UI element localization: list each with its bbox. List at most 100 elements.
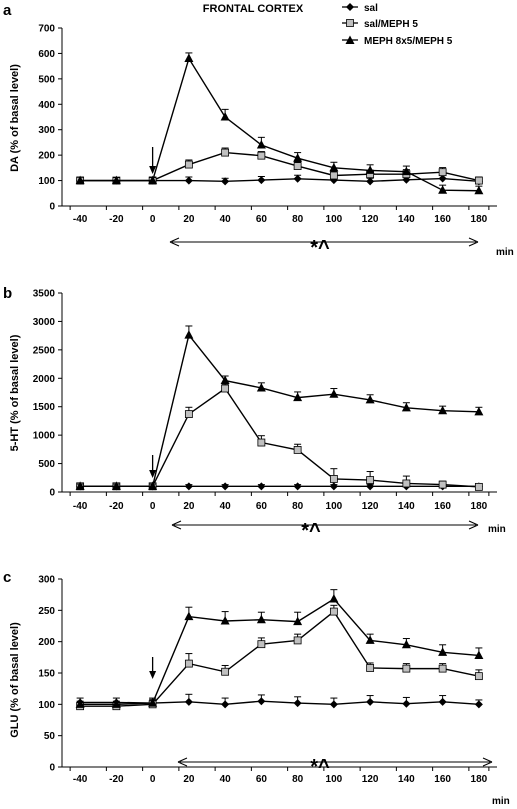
- data-point: [256, 614, 266, 624]
- data-point: [474, 185, 484, 195]
- x-tick-label: 0: [150, 501, 156, 512]
- data-point: [474, 700, 483, 709]
- y-tick-label: 0: [49, 488, 55, 499]
- legend-label-sal: sal: [364, 3, 378, 14]
- data-point: [293, 636, 302, 645]
- legend-marker-sal: [346, 3, 354, 11]
- data-point: [365, 635, 375, 644]
- data-point: [221, 148, 230, 157]
- significance-annotation-b: *^: [301, 520, 321, 542]
- x-tick-label: -40: [73, 214, 88, 225]
- x-tick-label: 160: [434, 774, 451, 785]
- data-point: [293, 699, 302, 708]
- x-tick-label: 20: [183, 501, 195, 512]
- data-point: [184, 330, 194, 339]
- series-sal-meph-5: [76, 383, 483, 491]
- series-meph-8x5-meph-5: [75, 52, 484, 195]
- panel-label-c: c: [3, 569, 11, 586]
- chart-panel-a: 0 100 200 300 400 500 600 700 -40 -20 0 20 40 60 80 100…: [38, 24, 497, 247]
- data-point: [366, 664, 375, 672]
- x-tick-label: -40: [73, 774, 88, 785]
- y-tick-label: 50: [44, 731, 56, 742]
- data-point: [293, 174, 302, 183]
- x-tick-label: 160: [434, 501, 451, 512]
- treatment-period-arrowhead-left: [177, 757, 188, 767]
- panel-label-b: b: [3, 285, 12, 302]
- y-tick-label: 150: [38, 669, 55, 680]
- data-point: [184, 53, 194, 63]
- x-tick-label: 60: [256, 501, 268, 512]
- y-tick-label: 1500: [33, 402, 56, 413]
- data-point: [438, 168, 447, 177]
- x-tick-label: -20: [109, 214, 124, 225]
- x-tick-label: 180: [471, 501, 488, 512]
- figure-title: FRONTAL CORTEX: [203, 3, 304, 15]
- y-tick-label: 3500: [33, 289, 56, 300]
- data-point: [184, 176, 193, 185]
- data-point: [184, 659, 193, 668]
- data-point: [293, 153, 303, 162]
- y-tick-label: 3000: [33, 317, 56, 328]
- data-point: [329, 482, 338, 491]
- chart-panel-b: 0 500 1000 1500 2000 2500 3000 3500 -40 -20 0 20 40 6…: [33, 289, 497, 530]
- series-line: [80, 151, 480, 182]
- data-point: [257, 482, 266, 491]
- x-tick-label: 80: [292, 214, 304, 225]
- y-axis-label-c: GLU (% of basal level): [9, 622, 21, 738]
- y-tick-label: 2500: [33, 345, 56, 356]
- injection-arrow-head: [149, 166, 157, 174]
- data-point: [111, 699, 121, 708]
- x-tick-label: 60: [256, 774, 268, 785]
- data-point: [221, 700, 230, 709]
- x-tick-label: 40: [220, 214, 232, 225]
- data-point: [293, 392, 303, 402]
- data-point: [402, 664, 411, 673]
- x-tick-label: 80: [292, 774, 304, 785]
- legend-label-sal-meph: sal/MEPH 5: [364, 19, 418, 30]
- data-point: [438, 174, 447, 183]
- x-axis-unit-a: min: [496, 247, 514, 258]
- treatment-period-arrowhead-right: [468, 520, 479, 530]
- data-point: [220, 375, 230, 385]
- x-tick-label: 0: [150, 214, 156, 225]
- x-tick-label: 120: [362, 501, 379, 512]
- injection-arrow-head: [149, 470, 157, 478]
- data-point: [329, 594, 339, 603]
- x-tick-label: 100: [326, 774, 343, 785]
- data-point: [256, 382, 266, 392]
- x-tick-label: 140: [398, 501, 415, 512]
- data-point: [329, 700, 338, 709]
- data-point: [438, 664, 447, 673]
- treatment-period-arrowhead-left: [169, 237, 180, 247]
- data-point: [221, 384, 230, 393]
- data-point: [220, 615, 230, 625]
- data-point: [257, 151, 266, 160]
- data-point: [148, 481, 158, 490]
- x-tick-label: 140: [398, 214, 415, 225]
- y-tick-label: 1000: [33, 431, 56, 442]
- data-point: [438, 480, 447, 489]
- x-tick-label: 40: [220, 774, 232, 785]
- x-tick-label: 20: [183, 214, 195, 225]
- x-axis-unit-c: min: [492, 796, 510, 807]
- x-tick-label: 20: [183, 774, 195, 785]
- legend: sal sal/MEPH 5 MEPH 8x5/MEPH 5: [342, 3, 453, 47]
- legend-marker-meph-meph: [345, 35, 355, 44]
- data-point: [75, 481, 85, 490]
- x-tick-label: 100: [326, 214, 343, 225]
- x-tick-label: 0: [150, 774, 156, 785]
- legend-marker-sal-meph: [346, 19, 354, 27]
- series-meph-8x5-meph-5: [75, 325, 484, 490]
- y-tick-label: 2000: [33, 374, 56, 385]
- series-meph-8x5-meph-5: [75, 589, 484, 708]
- treatment-period-arrowhead-right: [468, 237, 479, 247]
- data-point: [401, 639, 411, 649]
- data-point: [184, 697, 193, 706]
- data-point: [474, 650, 484, 659]
- data-point: [438, 647, 448, 656]
- data-point: [365, 165, 375, 174]
- y-tick-label: 250: [38, 606, 55, 617]
- y-tick-label: 0: [49, 763, 55, 774]
- data-point: [438, 697, 447, 706]
